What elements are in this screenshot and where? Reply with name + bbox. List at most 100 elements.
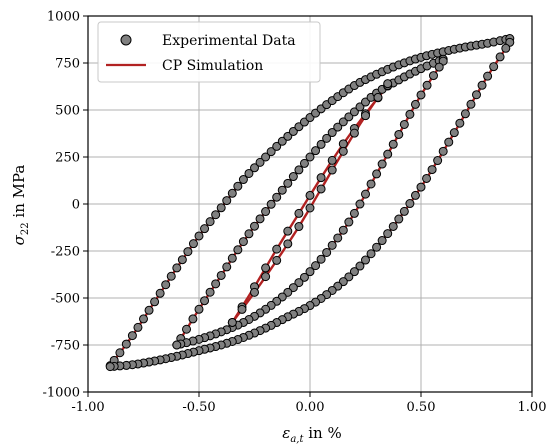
experimental-point xyxy=(161,280,171,290)
legend-label-simulation: CP Simulation xyxy=(162,58,263,74)
legend-label-experimental: Experimental Data xyxy=(162,33,296,49)
experimental-point xyxy=(361,255,370,265)
experimental-point xyxy=(327,165,337,175)
experimental-point xyxy=(377,159,387,169)
experimental-point xyxy=(172,263,182,273)
experimental-point xyxy=(166,271,176,281)
experimental-point xyxy=(322,247,332,257)
experimental-point xyxy=(422,80,432,90)
legend-box xyxy=(97,21,321,83)
experimental-point xyxy=(311,261,321,271)
experimental-point xyxy=(349,267,359,277)
experimental-point xyxy=(338,225,348,235)
experimental-point xyxy=(216,203,226,213)
experimental-point xyxy=(410,190,420,200)
experimental-point xyxy=(433,156,443,166)
experimental-point xyxy=(205,217,215,227)
experimental-point xyxy=(327,128,337,138)
experimental-point xyxy=(244,168,254,178)
experimental-point xyxy=(333,122,343,132)
x-tick-label: -1.00 xyxy=(71,400,104,415)
experimental-point xyxy=(410,99,420,109)
experimental-point xyxy=(299,272,309,282)
experimental-point xyxy=(194,304,204,314)
experimental-point xyxy=(172,340,182,350)
experimental-point xyxy=(305,190,315,200)
experimental-point xyxy=(261,152,271,162)
experimental-point xyxy=(188,239,198,249)
experimental-point xyxy=(222,262,232,272)
experimental-point xyxy=(294,278,304,288)
experimental-point xyxy=(139,314,148,324)
x-tick-label: -0.50 xyxy=(182,400,215,415)
experimental-point xyxy=(121,339,131,349)
experimental-point xyxy=(394,129,404,139)
experimental-point xyxy=(483,71,493,81)
experimental-point xyxy=(238,175,248,185)
experimental-point xyxy=(182,324,192,334)
experimental-point xyxy=(434,62,444,72)
experimental-point xyxy=(144,305,154,315)
experimental-point xyxy=(211,210,221,220)
experimental-point xyxy=(466,99,476,109)
experimental-point xyxy=(344,217,354,227)
x-axis-label: εa,t in % xyxy=(282,424,341,445)
experimental-point xyxy=(155,288,165,298)
experimental-point xyxy=(344,272,354,282)
y-tick-label: 1000 xyxy=(47,10,80,25)
experimental-points xyxy=(105,34,515,372)
experimental-point xyxy=(405,199,415,209)
experimental-point xyxy=(294,165,304,175)
svg-text:εa,t in %: εa,t in % xyxy=(282,424,341,445)
experimental-point xyxy=(127,331,137,341)
experimental-point xyxy=(438,146,448,156)
experimental-point xyxy=(495,52,505,62)
experimental-point xyxy=(316,139,326,149)
experimental-point xyxy=(416,90,426,100)
experimental-point xyxy=(227,253,237,263)
experimental-point xyxy=(366,179,376,189)
experimental-point xyxy=(427,165,437,175)
y-tick-label: -750 xyxy=(51,339,80,354)
experimental-point xyxy=(272,244,282,254)
experimental-point xyxy=(272,192,282,202)
experimental-point xyxy=(344,112,354,122)
legend: Experimental Data CP Simulation xyxy=(97,21,321,83)
x-tick-label: 0.50 xyxy=(407,400,436,415)
experimental-point xyxy=(449,128,459,138)
y-tick-label: -250 xyxy=(51,245,80,260)
experimental-point xyxy=(255,214,265,224)
y-tick-label: -500 xyxy=(51,292,80,307)
x-tick-label: 0.00 xyxy=(296,400,325,415)
experimental-point xyxy=(277,136,287,146)
experimental-point xyxy=(311,146,321,156)
experimental-point xyxy=(266,147,276,157)
experimental-point xyxy=(361,189,370,199)
y-tick-label: -1000 xyxy=(43,386,80,401)
experimental-point xyxy=(355,102,365,112)
x-axis-ticks: -1.00 -0.50 0.00 0.50 1.00 xyxy=(71,392,546,415)
y-tick-label: 0 xyxy=(72,198,80,213)
experimental-point xyxy=(422,173,432,183)
experimental-point xyxy=(372,242,382,252)
experimental-point xyxy=(233,245,243,255)
experimental-point xyxy=(294,222,304,232)
experimental-point xyxy=(338,139,348,149)
experimental-point xyxy=(205,287,215,297)
experimental-point xyxy=(349,208,359,218)
experimental-point xyxy=(244,229,254,239)
experimental-point xyxy=(238,237,248,247)
experimental-point xyxy=(399,119,409,129)
experimental-point xyxy=(316,254,326,264)
experimental-point xyxy=(355,199,365,209)
experimental-point xyxy=(222,196,232,206)
experimental-point xyxy=(283,239,293,249)
experimental-point xyxy=(373,92,383,102)
experimental-point xyxy=(355,261,365,271)
experimental-point xyxy=(283,226,293,236)
experimental-point xyxy=(338,117,348,127)
experimental-point xyxy=(194,231,204,241)
experimental-point xyxy=(272,255,282,265)
experimental-point xyxy=(322,133,332,143)
experimental-point xyxy=(288,283,298,293)
